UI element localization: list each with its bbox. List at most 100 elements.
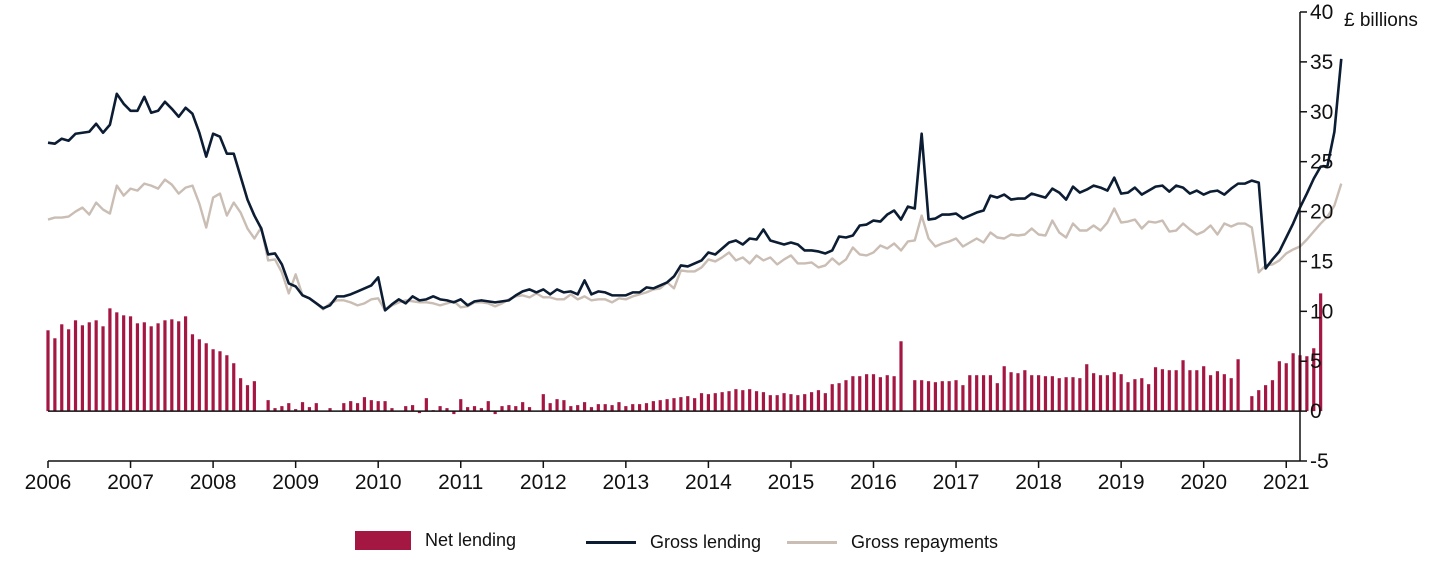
net-lending-bar [796, 395, 800, 412]
gross-lending-line [47, 58, 1343, 312]
net-lending-bar [617, 402, 621, 412]
x-axis: 2006 2007 2008 2009 2010 2011 2012 2013 2014 2015… [25, 460, 1310, 494]
net-lending-bar [754, 391, 759, 412]
net-lending-bar [1270, 380, 1275, 412]
net-lending-bar [1277, 361, 1281, 412]
net-lending-bar [686, 396, 690, 412]
legend-gross-repayments: Gross repayments [787, 526, 998, 558]
net-lending-bar [424, 398, 428, 412]
net-lending-bar [892, 376, 896, 412]
net-lending-bar [1312, 348, 1316, 412]
net-lending-bar [644, 403, 649, 412]
net-lending-bar [349, 401, 353, 412]
net-lending-bar [865, 374, 869, 412]
net-lending-bar [1264, 385, 1268, 412]
net-lending-bar [197, 339, 201, 412]
net-lending-bar [218, 351, 222, 412]
net-lending-bar [383, 401, 387, 412]
legend-label-gross-repayments: Gross repayments [851, 531, 999, 552]
net-lending-bar [1050, 376, 1054, 412]
net-lending-bar [947, 381, 951, 412]
net-lending-bar [734, 389, 738, 412]
x-tick-label: 2013 [602, 471, 649, 494]
x-tick-label: 2014 [685, 471, 732, 494]
net-lending-bar [1208, 375, 1213, 412]
net-lending-bar [128, 316, 133, 412]
net-lending-bar [163, 320, 167, 412]
net-lending-bars [46, 293, 1323, 415]
net-lending-bar [562, 400, 566, 412]
y-tick-label: 20 [1310, 201, 1333, 224]
net-lending-bar [108, 308, 112, 412]
x-tick-label: 2008 [190, 471, 237, 494]
net-lending-bar [775, 395, 779, 412]
net-lending-bar [933, 382, 938, 412]
net-lending-bar [803, 394, 807, 412]
net-lending-bar [1305, 356, 1309, 412]
net-lending-bar [672, 398, 676, 412]
net-lending-bar [569, 406, 573, 412]
net-lending-bar [87, 322, 91, 412]
net-lending-bar [1188, 370, 1192, 412]
net-lending-bar [177, 321, 181, 412]
y-tick-label: 30 [1310, 101, 1333, 124]
net-lending-bar [899, 341, 903, 412]
net-lending-bar [314, 403, 318, 412]
net-lending-bar [1174, 370, 1178, 412]
net-lending-bar [452, 411, 456, 415]
net-lending-bar [624, 406, 628, 412]
y-tick-label: 40 [1310, 1, 1333, 24]
net-lending-bar [1078, 378, 1082, 412]
net-lending-bar [816, 390, 821, 412]
net-lending-bar [1009, 372, 1013, 412]
net-lending-bar [404, 406, 408, 412]
net-lending-bar [878, 377, 882, 412]
net-lending-bar [1181, 360, 1185, 412]
net-lending-bar [355, 403, 360, 412]
net-lending-bar [101, 326, 105, 412]
net-lending-bar [809, 392, 814, 412]
net-lending-bar [232, 363, 236, 412]
net-lending-bar [1036, 375, 1041, 412]
net-lending-bar [115, 312, 119, 412]
net-lending-bar [988, 375, 993, 412]
net-lending-bar [1229, 378, 1233, 412]
net-lending-bar [1030, 375, 1034, 412]
net-lending-bar [961, 385, 965, 412]
net-lending-bar [844, 380, 848, 412]
net-lending-bar [94, 320, 98, 412]
x-tick-label: 2012 [520, 471, 567, 494]
net-lending-bar [1092, 373, 1096, 412]
net-lending-bar [362, 397, 367, 412]
net-lending-bar [1057, 378, 1061, 412]
net-lending-bar [1126, 382, 1130, 412]
net-lending-bar [507, 405, 511, 412]
gross-repayments-line [47, 178, 1343, 312]
net-lending-bar [342, 403, 346, 412]
net-lending-bar [1043, 376, 1048, 412]
net-lending-bar [1236, 359, 1240, 412]
net-lending-bar [67, 329, 71, 412]
x-tick-label: 2019 [1098, 471, 1145, 494]
x-tick-label: 2020 [1180, 471, 1227, 494]
net-lending-bar [500, 406, 504, 412]
net-lending-bar [266, 400, 270, 412]
net-lending-bar [1002, 366, 1006, 412]
net-lending-bar [149, 326, 153, 412]
gross-lending-swatch [586, 540, 636, 544]
net-lending-bar [830, 384, 834, 412]
net-lending-bar [851, 376, 855, 412]
net-lending-bar [782, 393, 786, 412]
net-lending-bar [369, 400, 373, 412]
net-lending-bar [417, 411, 422, 414]
net-lending-bar [1215, 371, 1220, 412]
net-lending-bar [610, 405, 614, 412]
net-lending-bar [376, 401, 380, 412]
x-tick-label: 2010 [355, 471, 402, 494]
net-lending-bar [555, 399, 559, 412]
net-lending-bar [913, 380, 917, 412]
net-lending-bar [73, 320, 78, 412]
net-lending-bar [596, 404, 600, 412]
net-lending-bar [589, 407, 594, 412]
